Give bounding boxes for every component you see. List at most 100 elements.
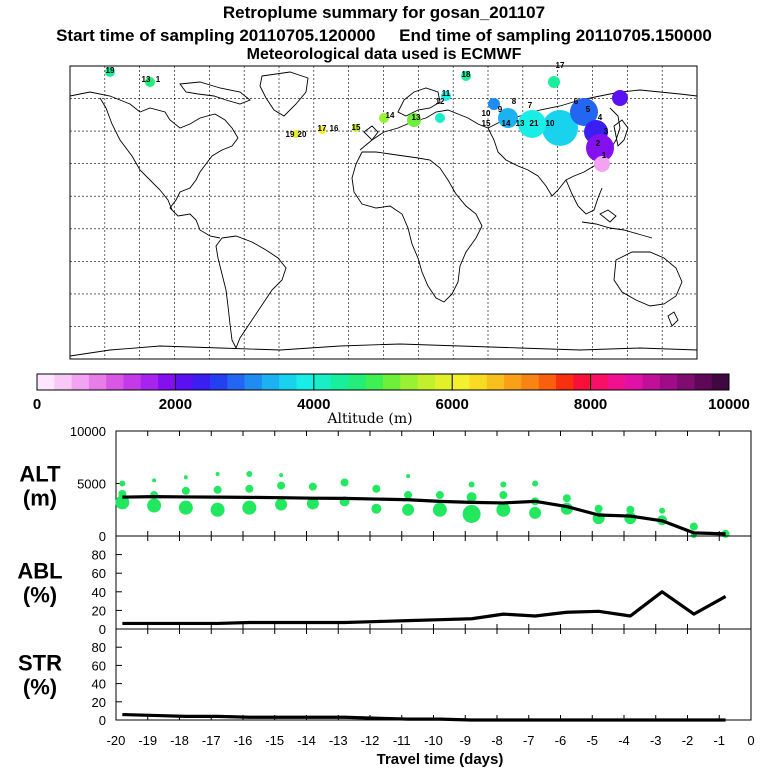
map-label: 18 xyxy=(462,70,471,79)
colorbar-swatch xyxy=(140,374,159,390)
scatter-point xyxy=(594,504,603,513)
scatter-point xyxy=(183,475,188,480)
map-label: 12 xyxy=(436,97,445,106)
scatter-point xyxy=(277,481,286,490)
plume-marker xyxy=(518,110,546,138)
colorbar-swatch xyxy=(227,374,245,390)
map-label: 4 xyxy=(598,113,603,122)
panel-label: ALT xyxy=(19,462,61,487)
scatter-point xyxy=(402,503,415,516)
y-tick-label: 5000 xyxy=(77,477,106,492)
series-line xyxy=(122,590,727,626)
map-label: 15 xyxy=(352,123,361,132)
colorbar-swatch xyxy=(659,374,678,390)
x-tick-label: -19 xyxy=(138,733,157,748)
colorbar-swatch xyxy=(123,374,142,390)
y-tick-label: 40 xyxy=(92,585,106,600)
colorbar-swatch xyxy=(261,374,280,390)
x-tick-label: 0 xyxy=(747,733,754,748)
colorbar-swatch xyxy=(175,374,194,390)
y-tick-label: 40 xyxy=(92,677,106,692)
map-label: 9 xyxy=(498,105,503,114)
plume-marker xyxy=(105,67,115,77)
plume-marker xyxy=(612,90,628,106)
colorbar-swatch xyxy=(538,374,557,390)
colorbar-swatch xyxy=(348,374,367,390)
colorbar-swatch xyxy=(400,374,418,390)
x-tick-label: -13 xyxy=(329,733,348,748)
map-label: 3 xyxy=(604,127,609,136)
map-label: 13 xyxy=(412,113,421,122)
map-label: 19 xyxy=(286,130,295,139)
plume-marker xyxy=(145,77,155,87)
scatter-point xyxy=(689,522,698,531)
map-label: 1 xyxy=(156,75,161,84)
map-label: 11 xyxy=(442,89,451,98)
colorbar-swatch xyxy=(244,374,263,390)
plume-marker xyxy=(407,113,421,127)
series-line xyxy=(122,495,726,536)
map-label: 8 xyxy=(512,97,517,106)
plume-marker xyxy=(379,113,389,123)
colorbar-swatch xyxy=(279,374,297,390)
colorbar-swatch xyxy=(331,374,349,390)
y-tick-label: 80 xyxy=(92,640,106,655)
panel-unit: (m) xyxy=(23,486,57,511)
x-tick-label: -12 xyxy=(361,733,380,748)
panel-unit: (%) xyxy=(23,675,57,700)
scatter-point xyxy=(308,482,317,491)
scatter-point xyxy=(462,504,481,523)
colorbar-swatch xyxy=(677,374,695,390)
plot-title: Retroplume summary for gosan_201107 xyxy=(222,3,546,22)
series-line xyxy=(122,712,726,722)
y-tick-label: 0 xyxy=(99,713,106,728)
map-label: 20 xyxy=(298,130,307,139)
colorbar-swatch xyxy=(504,374,522,390)
panel-frame xyxy=(115,628,752,721)
colorbar-swatch xyxy=(452,374,470,390)
map-label: 6 xyxy=(574,97,579,106)
colorbar-swatch xyxy=(313,374,332,390)
panel-label: ABL xyxy=(17,559,62,584)
plume-marker xyxy=(435,113,445,123)
map-label: 17 xyxy=(318,124,327,133)
colorbar-tick-label: 6000 xyxy=(436,396,469,413)
x-tick-label: -11 xyxy=(393,733,411,748)
map-label: 14 xyxy=(386,111,395,120)
scatter-point xyxy=(496,502,511,517)
x-tick-label: -16 xyxy=(234,733,253,748)
plume-marker xyxy=(292,130,300,138)
x-tick-label: -9 xyxy=(459,733,471,748)
map-label: 10 xyxy=(546,119,555,128)
plume-marker xyxy=(586,134,614,162)
scatter-point xyxy=(215,472,220,477)
panel-frame xyxy=(115,535,752,630)
plume-marker xyxy=(542,110,578,146)
scatter-point xyxy=(147,498,162,513)
y-tick-label: 10000 xyxy=(70,424,106,439)
colorbar-frame xyxy=(36,373,730,391)
x-tick-label: -3 xyxy=(650,733,662,748)
panel-unit: (%) xyxy=(23,583,57,608)
colorbar-swatch xyxy=(694,374,713,390)
colorbar-tick-label: 8000 xyxy=(574,396,607,413)
scatter-point xyxy=(279,473,284,478)
colorbar-tick-label: 4000 xyxy=(297,396,330,413)
plume-marker xyxy=(318,126,326,134)
scatter-point xyxy=(432,502,447,517)
scatter-point xyxy=(213,485,222,494)
x-tick-label: -2 xyxy=(682,733,694,748)
scatter-point xyxy=(178,500,193,515)
met-data-note: Meteorological data used is ECMWF xyxy=(246,46,522,63)
coastlines xyxy=(69,71,698,357)
colorbar-swatch xyxy=(486,374,505,390)
plume-markers xyxy=(105,67,628,172)
colorbar-swatch xyxy=(607,374,626,390)
colorbar-tick-label: 0 xyxy=(33,396,41,413)
colorbar-swatch xyxy=(88,374,107,390)
colorbar-swatch xyxy=(158,374,176,390)
x-tick-label: -1 xyxy=(713,733,725,748)
